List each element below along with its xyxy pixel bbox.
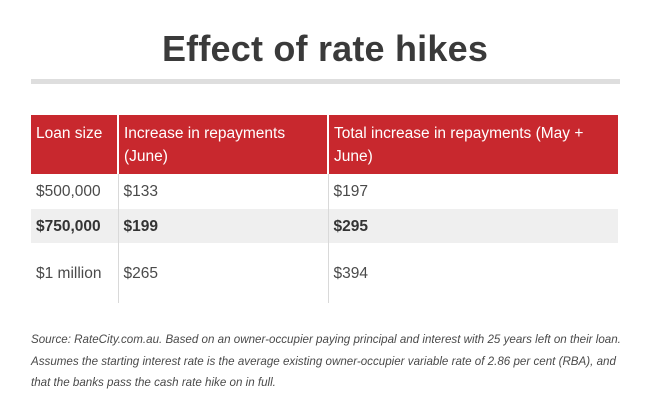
header-total-increase: Total increase in repayments (May + June… [327,115,618,174]
table-row: $500,000 $133 $197 [31,174,618,209]
table-row: $1 million $265 $394 [31,243,618,303]
repayments-table: Loan size Increase in repayments (June) … [31,115,618,303]
header-loan-size: Loan size [31,115,118,174]
cell-increase-june: $265 [117,243,328,303]
table-header-row: Loan size Increase in repayments (June) … [31,115,618,174]
page-title: Effect of rate hikes [161,28,489,69]
cell-increase-june: $199 [117,209,328,243]
cell-loan-size: $750,000 [31,209,118,243]
cell-increase-june: $133 [117,174,328,209]
cell-total-increase: $394 [327,243,618,303]
header-increase-june: Increase in repayments (June) [117,115,328,174]
title-divider [31,79,620,84]
source-note: Source: RateCity.com.au. Based on an own… [31,333,621,389]
cell-total-increase: $197 [327,174,618,209]
table-row: $750,000 $199 $295 [31,209,618,243]
cell-loan-size: $500,000 [36,183,101,200]
cell-total-increase: $295 [327,209,618,243]
cell-loan-size: $1 million [36,264,102,282]
